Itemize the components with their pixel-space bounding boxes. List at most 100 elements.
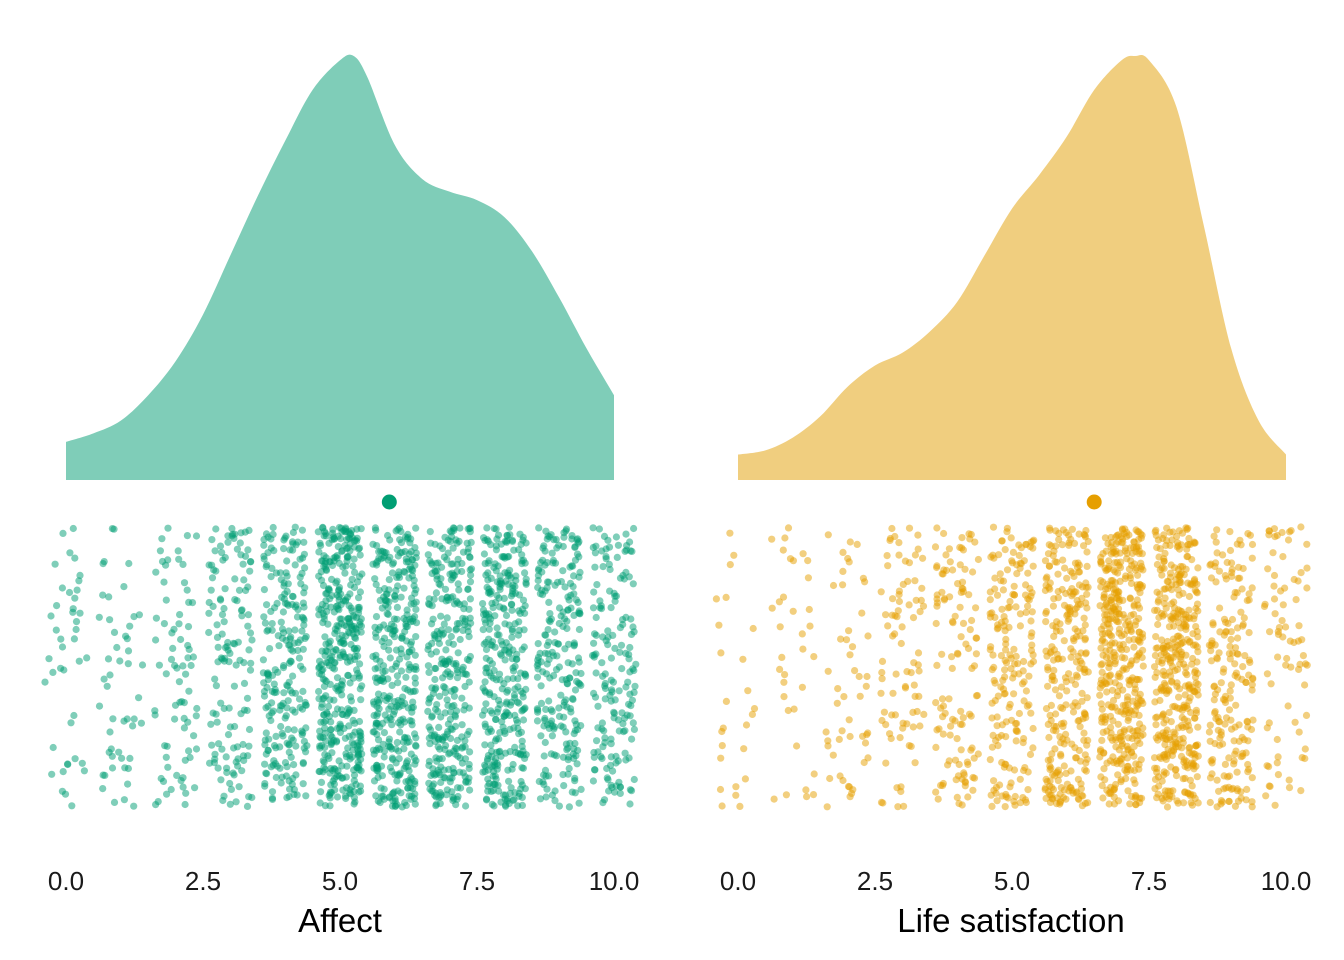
data-point [291, 708, 299, 716]
data-point [190, 732, 198, 740]
data-point [353, 763, 361, 772]
data-point [1190, 765, 1198, 773]
data-point [321, 724, 329, 732]
data-point [380, 747, 389, 755]
data-point [1299, 652, 1307, 660]
data-point [425, 761, 433, 770]
data-point [394, 582, 402, 590]
data-point [288, 592, 297, 600]
data-point [1274, 653, 1282, 661]
data-point [823, 803, 831, 811]
data-point [129, 722, 137, 730]
data-point [1188, 801, 1196, 809]
data-point [138, 661, 147, 669]
data-point [1072, 754, 1080, 762]
data-point [207, 586, 215, 594]
data-point [118, 754, 126, 762]
data-point [299, 665, 307, 673]
data-point [1249, 675, 1257, 683]
data-point [589, 604, 598, 612]
data-point [1137, 559, 1145, 567]
data-point [486, 656, 494, 665]
data-point [1062, 678, 1070, 686]
data-point [412, 742, 420, 750]
data-point [503, 537, 511, 545]
data-point [450, 524, 458, 533]
data-point [244, 546, 252, 554]
data-point [886, 536, 894, 545]
data-point [218, 549, 226, 557]
data-point [1028, 641, 1036, 649]
life-satisfaction-x-ticks: 0.0 2.5 5.0 7.5 10.0 [720, 866, 1311, 896]
data-point [465, 760, 473, 769]
affect-density-area [66, 54, 614, 480]
data-point [1130, 538, 1138, 546]
data-point [350, 741, 358, 749]
data-point [1188, 782, 1196, 790]
data-point [622, 613, 630, 622]
data-point [447, 725, 455, 733]
data-point [541, 587, 549, 595]
data-point [545, 578, 553, 586]
data-point [916, 608, 924, 616]
data-point [1097, 558, 1105, 566]
data-point [775, 598, 784, 606]
data-point [408, 717, 416, 725]
data-point [971, 538, 979, 546]
data-point [973, 634, 981, 642]
data-point [502, 611, 511, 620]
data-point [631, 682, 639, 690]
data-point [543, 660, 551, 668]
data-point [1110, 793, 1118, 801]
data-point [1127, 611, 1135, 620]
data-point [481, 678, 489, 686]
data-point [577, 669, 585, 678]
data-point [496, 603, 504, 611]
data-point [608, 688, 616, 696]
data-point [891, 630, 899, 638]
data-point [389, 560, 397, 568]
data-point [75, 577, 83, 585]
data-point [1025, 701, 1033, 709]
data-point [541, 649, 549, 657]
data-point [291, 603, 299, 611]
data-point [346, 619, 354, 627]
data-point [450, 701, 458, 710]
data-point [373, 763, 381, 771]
data-point [956, 603, 964, 611]
data-point [998, 605, 1006, 613]
data-point [321, 633, 329, 641]
data-point [373, 712, 381, 720]
data-point [997, 683, 1005, 691]
data-point [991, 679, 999, 687]
data-point [568, 562, 576, 570]
data-point [338, 528, 346, 536]
data-point [1083, 755, 1091, 763]
data-point [462, 802, 470, 810]
data-point [411, 544, 419, 552]
data-point [804, 574, 813, 582]
data-point [1220, 772, 1228, 780]
data-point [1002, 718, 1010, 726]
data-point [1075, 716, 1083, 725]
data-point [1061, 564, 1069, 572]
data-point [1043, 573, 1051, 581]
data-point [497, 540, 505, 548]
data-point [1170, 598, 1178, 606]
data-point [432, 705, 440, 713]
data-point [407, 600, 415, 608]
data-point [460, 706, 468, 714]
data-point [323, 710, 331, 718]
data-point [972, 692, 981, 700]
data-point [300, 621, 308, 629]
data-point [1027, 646, 1036, 655]
data-point [179, 662, 187, 670]
data-point [126, 754, 134, 763]
data-point [612, 533, 621, 541]
data-point [385, 586, 393, 594]
data-point [895, 597, 904, 606]
data-point [838, 727, 846, 735]
data-point [1301, 745, 1309, 753]
data-point [834, 685, 842, 693]
data-point [350, 800, 358, 808]
